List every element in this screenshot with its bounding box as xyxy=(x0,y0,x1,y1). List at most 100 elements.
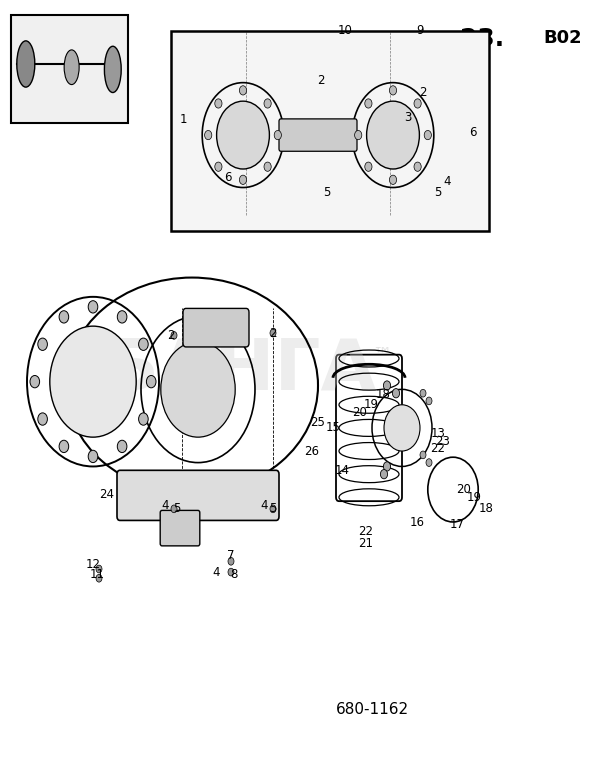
Text: 8: 8 xyxy=(230,568,238,581)
Text: 6: 6 xyxy=(224,171,232,183)
FancyBboxPatch shape xyxy=(117,470,279,520)
Circle shape xyxy=(217,101,269,169)
Circle shape xyxy=(389,175,397,184)
Text: 13: 13 xyxy=(431,427,445,439)
Circle shape xyxy=(380,470,388,479)
Text: ™: ™ xyxy=(372,345,392,364)
Circle shape xyxy=(367,101,419,169)
Circle shape xyxy=(171,505,177,513)
Circle shape xyxy=(30,375,40,388)
Circle shape xyxy=(270,329,276,337)
Text: 16: 16 xyxy=(409,517,424,529)
Text: 5: 5 xyxy=(269,503,277,515)
Text: 6: 6 xyxy=(469,126,476,139)
Text: 1: 1 xyxy=(179,113,187,126)
Text: 2: 2 xyxy=(317,75,325,87)
Text: 24: 24 xyxy=(100,489,114,501)
Text: 4: 4 xyxy=(443,175,451,187)
Circle shape xyxy=(426,459,432,466)
Text: 4: 4 xyxy=(260,499,268,511)
FancyBboxPatch shape xyxy=(183,308,249,347)
Text: 11: 11 xyxy=(90,568,105,581)
Circle shape xyxy=(228,557,234,565)
Text: 26: 26 xyxy=(305,445,320,457)
Text: 14: 14 xyxy=(335,464,349,476)
Text: 4: 4 xyxy=(212,566,220,578)
Text: 9: 9 xyxy=(416,25,424,37)
Circle shape xyxy=(161,342,235,437)
Circle shape xyxy=(384,405,420,451)
Circle shape xyxy=(383,381,391,390)
Circle shape xyxy=(239,86,247,95)
Circle shape xyxy=(239,175,247,184)
Text: 23.: 23. xyxy=(460,27,504,51)
Circle shape xyxy=(424,130,431,140)
Circle shape xyxy=(420,451,426,459)
Text: 15: 15 xyxy=(326,422,340,434)
Circle shape xyxy=(274,130,281,140)
Circle shape xyxy=(88,450,98,463)
Text: 4: 4 xyxy=(161,499,169,511)
Circle shape xyxy=(228,568,234,576)
Circle shape xyxy=(270,505,276,513)
Circle shape xyxy=(96,574,102,582)
Text: 18: 18 xyxy=(376,389,390,401)
Circle shape xyxy=(389,86,397,95)
Text: 12: 12 xyxy=(86,558,101,571)
Text: БАНГА: БАНГА xyxy=(103,335,377,405)
Text: B02: B02 xyxy=(544,29,582,47)
Text: 20: 20 xyxy=(353,406,367,419)
Text: 5: 5 xyxy=(434,187,442,199)
Circle shape xyxy=(205,130,212,140)
Circle shape xyxy=(414,162,421,171)
Circle shape xyxy=(96,565,102,573)
Ellipse shape xyxy=(64,50,79,85)
Text: 2: 2 xyxy=(419,86,427,99)
Circle shape xyxy=(139,338,148,350)
Circle shape xyxy=(146,375,156,388)
Text: 18: 18 xyxy=(479,503,493,515)
Text: 3: 3 xyxy=(404,111,412,123)
Text: 680-1162: 680-1162 xyxy=(335,702,409,717)
Circle shape xyxy=(171,332,177,339)
Circle shape xyxy=(264,99,271,108)
Text: 5: 5 xyxy=(173,503,181,515)
Text: 25: 25 xyxy=(311,416,325,429)
Circle shape xyxy=(139,413,148,426)
Text: 20: 20 xyxy=(456,483,470,496)
Circle shape xyxy=(365,99,372,108)
Circle shape xyxy=(88,301,98,313)
Circle shape xyxy=(414,99,421,108)
Text: 17: 17 xyxy=(450,518,465,530)
Text: 7: 7 xyxy=(227,549,235,561)
Text: 5: 5 xyxy=(323,187,331,199)
Circle shape xyxy=(355,130,362,140)
Text: 19: 19 xyxy=(364,399,379,411)
Circle shape xyxy=(383,462,391,471)
Circle shape xyxy=(215,99,222,108)
Circle shape xyxy=(50,326,136,437)
Circle shape xyxy=(420,389,426,397)
Text: 22: 22 xyxy=(359,526,373,538)
Ellipse shape xyxy=(17,41,35,87)
Text: 23: 23 xyxy=(436,435,450,447)
Circle shape xyxy=(59,440,68,453)
Circle shape xyxy=(38,338,47,350)
Text: 19: 19 xyxy=(467,491,482,503)
Circle shape xyxy=(264,162,271,171)
Circle shape xyxy=(118,440,127,453)
Text: 21: 21 xyxy=(359,537,373,550)
Circle shape xyxy=(426,397,432,405)
Circle shape xyxy=(38,413,47,426)
Text: 2: 2 xyxy=(167,329,175,342)
FancyBboxPatch shape xyxy=(11,15,128,123)
Circle shape xyxy=(59,311,69,323)
Circle shape xyxy=(365,162,372,171)
FancyBboxPatch shape xyxy=(160,510,200,546)
Text: 22: 22 xyxy=(431,443,445,455)
Text: 10: 10 xyxy=(338,25,352,37)
FancyBboxPatch shape xyxy=(279,119,357,151)
Circle shape xyxy=(215,162,222,171)
Circle shape xyxy=(118,311,127,323)
Ellipse shape xyxy=(104,46,121,93)
